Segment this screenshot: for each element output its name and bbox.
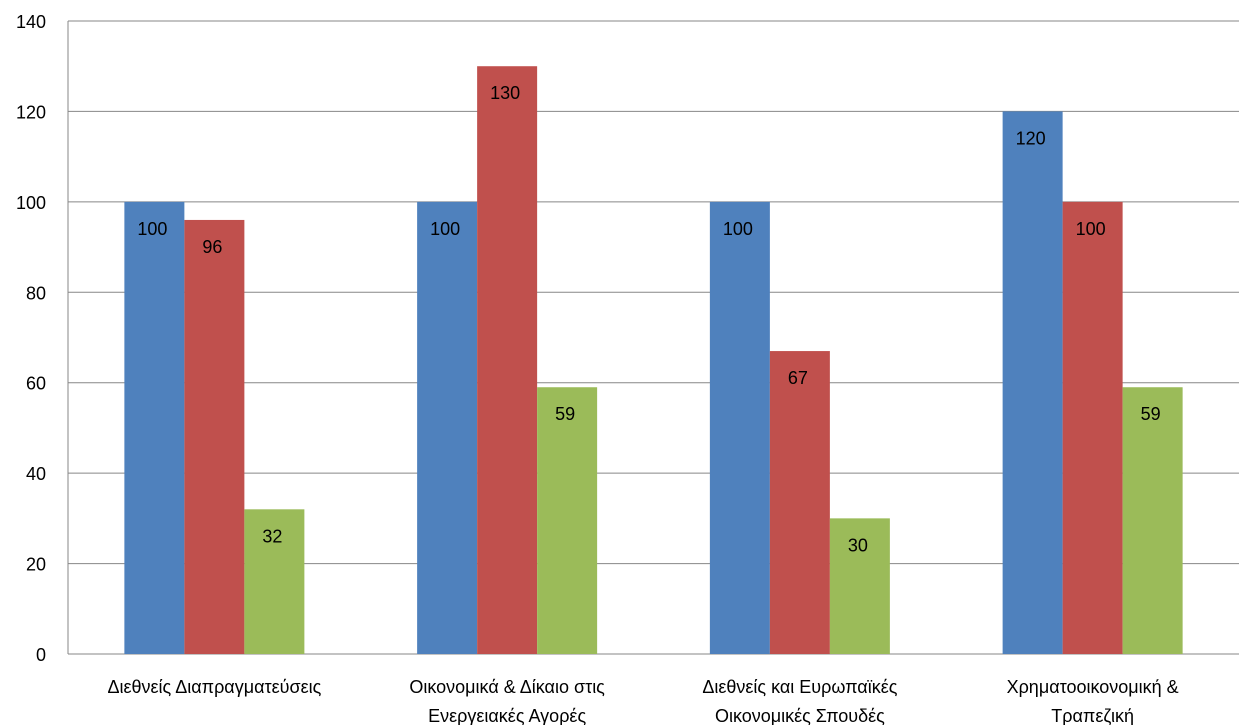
bar — [537, 387, 598, 654]
data-label: 100 — [137, 219, 167, 239]
bar — [124, 201, 185, 654]
data-label: 120 — [1016, 128, 1046, 148]
tick-labels: 0 20 40 60 80 100 120 140 Διεθνείς Διαπραγματεύσ… — [16, 12, 1179, 725]
y-tick-label: 40 — [26, 464, 46, 484]
y-tick-label: 100 — [16, 193, 46, 213]
bar — [1062, 201, 1123, 654]
y-tick-label: 140 — [16, 12, 46, 32]
data-label: 130 — [490, 83, 520, 103]
x-tick-label: Τραπεζική — [1051, 706, 1134, 725]
x-tick-label: Ενεργειακές Αγορές — [428, 706, 586, 725]
bar — [1002, 111, 1063, 654]
data-label: 100 — [1076, 219, 1106, 239]
data-labels: 100 96 32 100 130 59 100 67 30 120 100 59 — [137, 83, 1160, 555]
data-label: 100 — [723, 219, 753, 239]
x-tick-label: Οικονομικές Σπουδές — [715, 706, 885, 725]
data-label: 32 — [262, 526, 282, 546]
gridlines — [68, 20, 1239, 565]
bar — [769, 351, 830, 654]
bar — [477, 66, 538, 654]
data-label: 67 — [788, 368, 808, 388]
bar — [709, 201, 770, 654]
x-tick-label: Διεθνείς και Ευρωπαϊκές — [702, 677, 897, 697]
bar — [829, 518, 890, 654]
y-tick-label: 60 — [26, 374, 46, 394]
y-tick-label: 20 — [26, 555, 46, 575]
data-label: 59 — [555, 404, 575, 424]
y-tick-label: 0 — [36, 645, 46, 665]
bar — [184, 219, 245, 654]
bars — [124, 66, 1183, 654]
x-tick-label: Οικονομικά & Δίκαιο στις — [409, 677, 605, 697]
y-tick-label: 120 — [16, 102, 46, 122]
x-tick-label: Διεθνείς Διαπραγματεύσεις — [107, 677, 321, 697]
data-label: 30 — [848, 535, 868, 555]
bar — [417, 201, 478, 654]
x-tick-label: Χρηματοοικονομική & — [1007, 677, 1179, 697]
data-label: 59 — [1141, 404, 1161, 424]
bar — [244, 509, 305, 654]
data-label: 100 — [430, 219, 460, 239]
data-label: 96 — [202, 237, 222, 257]
bar — [1122, 387, 1183, 654]
y-tick-label: 80 — [26, 283, 46, 303]
